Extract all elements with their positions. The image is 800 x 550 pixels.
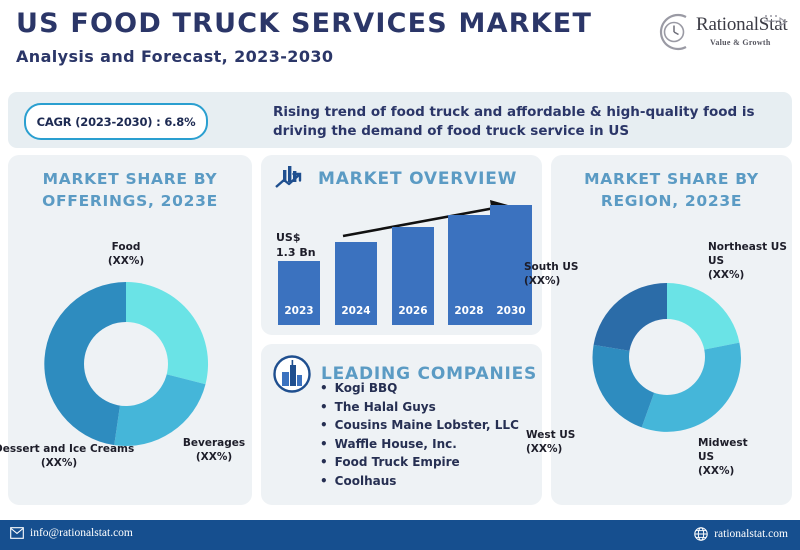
overview-value-label: US$ 1.3 Bn: [276, 231, 316, 259]
donut-label-northeast: Northeast US US (XX%): [708, 241, 787, 281]
donut-label-beverages: Beverages (XX%): [182, 437, 246, 463]
building-circle-icon: [273, 355, 311, 393]
bar-2026: 2026: [392, 227, 434, 325]
leading-companies-title: LEADING COMPANIES: [321, 364, 538, 384]
donut-label-food: Food (XX%): [107, 241, 145, 267]
bullet-icon: •: [320, 473, 328, 488]
list-item: • The Halal Guys: [320, 398, 519, 417]
cagr-banner: CAGR (2023-2030) : 6.8% Rising trend of …: [8, 92, 792, 148]
donut-label-south: South US (XX%): [524, 261, 579, 287]
midwest-main: Midwest: [698, 437, 748, 449]
market-overview-title: MARKET OVERVIEW: [318, 169, 518, 189]
offerings-donut-svg: [44, 282, 209, 446]
region-donut-chart: Northeast US US (XX%) Midwest US (XX%) W…: [524, 241, 787, 477]
bar-2030: 2030: [490, 205, 532, 325]
region-donut-svg: [592, 282, 741, 432]
banner-message: Rising trend of food truck and affordabl…: [273, 104, 755, 139]
page-subtitle: Analysis and Forecast, 2023-2030: [16, 47, 334, 66]
bullet-icon: •: [320, 436, 328, 451]
list-item: • Kogi BBQ: [320, 379, 519, 398]
donut-label-dessert: Dessert and Ice Creams (XX%): [0, 443, 135, 469]
bar-chart-trend-icon: [275, 166, 302, 188]
clock-arc-icon: [659, 13, 687, 51]
list-item: • Waffle House, Inc.: [320, 435, 519, 454]
footer-website[interactable]: rationalstat.com: [714, 528, 788, 540]
rationalstat-logo: RationalStat Value & Growth: [650, 8, 790, 56]
cagr-badge-label: CAGR (2023-2030) : 6.8%: [36, 114, 196, 129]
northeast-suffix: US: [708, 255, 725, 267]
leading-companies-header: LEADING COMPANIES: [273, 355, 537, 393]
footer-website-group[interactable]: rationalstat.com: [694, 527, 788, 541]
bullet-icon: •: [320, 381, 328, 395]
bullet-icon: •: [320, 399, 328, 414]
cagr-badge: CAGR (2023-2030) : 6.8%: [24, 103, 208, 140]
list-item: • Food Truck Empire: [320, 453, 519, 472]
footer: info@rationalstat.com rationalstat.com: [0, 520, 800, 550]
bar-2024: 2024: [335, 242, 377, 325]
list-item: • Coolhaus: [320, 472, 519, 491]
globe-icon: [694, 527, 708, 541]
list-item: • Cousins Maine Lobster, LLC: [320, 416, 519, 435]
bullet-icon: •: [320, 455, 328, 469]
logo-arrow-icon: [764, 15, 787, 26]
region-card-title: MARKET SHARE BY REGION, 2023E: [584, 170, 759, 210]
leading-companies-list: • Kogi BBQ • The Halal Guys • Cousins Ma…: [320, 379, 519, 490]
logo-wordmark: RationalStat: [696, 14, 788, 35]
page-title: US FOOD TRUCK SERVICES MARKET: [16, 8, 593, 39]
market-overview-header: MARKET OVERVIEW: [274, 164, 517, 194]
bar-2023: 2023: [278, 261, 320, 325]
donut-label-midwest: Midwest US (XX%): [698, 437, 748, 477]
midwest-suffix: US: [698, 451, 715, 463]
overview-bar-chart: 2023 2024 2026 2028 2030: [278, 205, 533, 325]
header: US FOOD TRUCK SERVICES MARKET Analysis a…: [0, 0, 800, 86]
logo-tagline: Value & Growth: [710, 38, 771, 47]
offerings-card-title: MARKET SHARE BY OFFERINGS, 2023E: [42, 170, 218, 210]
bar-2028: 2028: [448, 215, 490, 325]
footer-email-group[interactable]: info@rationalstat.com: [10, 527, 133, 539]
bullet-icon: •: [320, 418, 328, 432]
offerings-donut-chart: Food (XX%) Beverages (XX%) Dessert and I…: [0, 241, 245, 469]
donut-label-west: West US (XX%): [526, 429, 576, 455]
footer-email[interactable]: info@rationalstat.com: [30, 527, 133, 539]
envelope-icon: [10, 527, 24, 539]
